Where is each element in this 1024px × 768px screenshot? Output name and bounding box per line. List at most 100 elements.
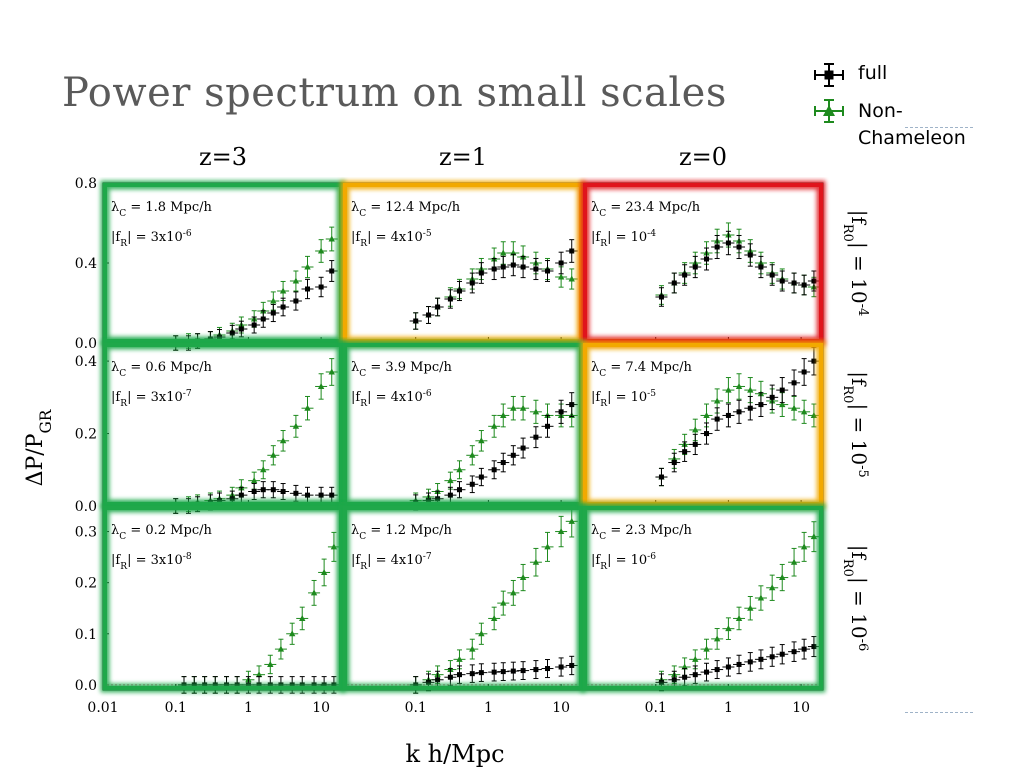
triangle-marker [490, 422, 498, 429]
x-tick-label: 10 [792, 700, 810, 716]
full-point [668, 452, 681, 473]
x-tick-label: 10 [312, 700, 330, 716]
full-point [466, 475, 479, 494]
full-point [507, 445, 520, 466]
triangle-marker [330, 543, 338, 550]
square-marker [658, 679, 664, 685]
non-chameleon-point [301, 395, 314, 421]
non-chameleon-point [700, 403, 713, 428]
square-marker [491, 669, 497, 675]
triangle-marker [320, 568, 328, 575]
triangle-marker [768, 584, 776, 591]
triangle-marker [447, 477, 454, 484]
full-point [555, 657, 568, 677]
square-marker [558, 409, 564, 415]
x-tick-label: 0.1 [405, 700, 427, 716]
non-chameleon-point [466, 638, 479, 660]
triangle-marker [267, 660, 274, 667]
full-point [798, 638, 811, 660]
full-point [301, 278, 314, 300]
non-chameleon-point [733, 373, 746, 400]
full-point [722, 403, 735, 428]
square-marker [238, 492, 244, 498]
square-marker [447, 674, 453, 680]
non-chameleon-point [529, 399, 542, 424]
non-chameleon-point [733, 606, 746, 631]
fR-annotation: |fR| = 10-4 [591, 229, 656, 249]
triangle-marker [810, 411, 818, 418]
full-point [517, 437, 530, 459]
square-marker [558, 664, 564, 670]
full-point [475, 467, 488, 487]
lambda-annotation: λC = 0.6 Mpc/h [111, 360, 212, 379]
non-chameleon-point [555, 515, 568, 548]
panel: λC = 0.6 Mpc/h |fR| = 3x10-7 [102, 342, 344, 514]
square-marker [791, 280, 797, 286]
y-axis-label: ΔP/PGR [23, 409, 55, 486]
square-marker [510, 452, 516, 458]
square-marker [725, 412, 731, 418]
non-chameleon-point [766, 574, 779, 601]
square-marker [426, 312, 432, 318]
full-point [711, 234, 724, 260]
non-chameleon-point [488, 414, 501, 438]
x-tick-label: 10 [552, 700, 570, 716]
triangle-marker [532, 408, 540, 415]
non-chameleon-point [301, 255, 314, 279]
full-point [766, 384, 779, 411]
full-point [733, 399, 746, 424]
full-point [722, 657, 735, 677]
triangle-marker [519, 404, 527, 411]
square-marker [500, 264, 506, 270]
non-chameleon-point [444, 471, 457, 490]
square-marker [682, 674, 688, 680]
square-marker [658, 294, 664, 300]
square-marker [293, 298, 299, 304]
full-point [289, 484, 302, 502]
non-chameleon-point [507, 579, 520, 606]
square-marker [456, 672, 462, 678]
square-marker [801, 282, 807, 288]
non-chameleon-point [327, 531, 340, 562]
lambda-annotation: λC = 2.3 Mpc/h [591, 523, 692, 542]
non-chameleon-point [788, 395, 801, 421]
panel: λC = 1.8 Mpc/h |fR| = 3x10-6 [102, 182, 344, 351]
triangle-marker [317, 382, 325, 389]
square-marker [520, 668, 526, 674]
triangle-marker [478, 437, 485, 444]
square-marker [469, 481, 475, 487]
non-chameleon-point [318, 558, 331, 587]
triangle-marker [304, 404, 311, 411]
square-marker [779, 387, 785, 393]
triangle-marker [500, 249, 507, 256]
triangle-marker [747, 386, 754, 393]
square-marker [413, 318, 419, 324]
square-marker [769, 654, 775, 660]
full-point [444, 668, 457, 687]
square-marker [251, 489, 257, 495]
full-point [678, 441, 691, 462]
y-tick-label: 0.2 [75, 576, 97, 592]
non-chameleon-point [788, 547, 801, 577]
lambda-annotation: λC = 0.2 Mpc/h [111, 523, 212, 542]
triangle-marker [292, 277, 300, 284]
triangle-marker [456, 655, 463, 662]
full-point [497, 662, 510, 681]
legend-item-full: full [812, 62, 887, 88]
square-marker [747, 405, 753, 411]
full-point [766, 646, 779, 667]
triangle-marker [800, 543, 808, 550]
square-marker [779, 278, 785, 284]
full-point [475, 663, 488, 682]
full-point [325, 260, 338, 282]
full-point [744, 395, 757, 421]
square-marker [533, 266, 539, 272]
full-point [798, 358, 811, 386]
full-point [488, 460, 501, 480]
square-marker [747, 252, 753, 258]
lambda-annotation: λC = 23.4 Mpc/h [591, 200, 701, 219]
non-chameleon-point [267, 445, 280, 466]
y-tick-label: 0.0 [75, 336, 97, 352]
non-chameleon-point [517, 395, 530, 421]
triangle-marker [260, 466, 267, 473]
